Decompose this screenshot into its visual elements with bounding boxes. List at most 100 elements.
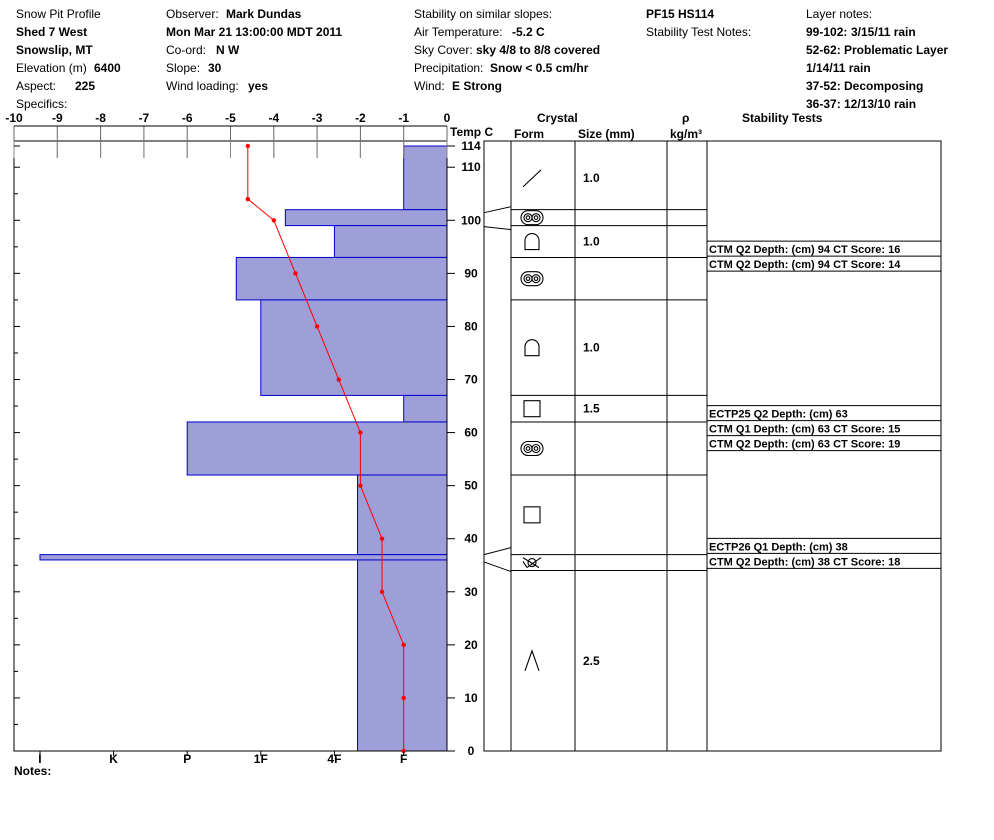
- stability-test-entry: CTM Q1 Depth: (cm) 63 CT Score: 15: [709, 424, 900, 436]
- sky-cover-label: Sky Cover:: [414, 43, 473, 57]
- wind-value: E Strong: [452, 79, 502, 93]
- layer-connector: [483, 561, 512, 573]
- temperature-point: [401, 642, 406, 648]
- hardness-bar: [260, 299, 448, 396]
- layer-note-range: 52-62:: [806, 43, 841, 57]
- profile-title: Snow Pit Profile: [16, 7, 101, 21]
- faceted-icon: [523, 400, 541, 418]
- hardness-bar: [235, 256, 448, 301]
- coord-value: N W: [216, 43, 240, 57]
- layer-note-range: 36-37:: [806, 97, 841, 111]
- decomposing-icon: [522, 169, 542, 188]
- hardness-label: I: [38, 752, 41, 766]
- air-temp-value: -5.2 C: [512, 25, 545, 39]
- symbol-outline: [523, 506, 541, 524]
- crystal-size: 1.0: [583, 341, 600, 355]
- stability-test-entry: CTM Q2 Depth: (cm) 38 CT Score: 18: [709, 556, 900, 568]
- temperature-point: [245, 196, 251, 202]
- temperature-point: [336, 377, 341, 382]
- height-tick-label: 50: [464, 479, 478, 493]
- stability-test-entry: ECTP25 Q2 Depth: (cm) 63: [709, 409, 848, 421]
- stability-test-notes-label: Stability Test Notes:: [646, 25, 752, 39]
- wind-loading-value: yes: [248, 79, 269, 93]
- slope-value: 30: [208, 61, 222, 75]
- layer-connector: [483, 206, 512, 214]
- temperature-profile: [245, 143, 406, 754]
- depth-hoar-icon: [524, 649, 540, 671]
- faceted-rounded-icon: [524, 232, 540, 251]
- density-header: ρ: [682, 111, 690, 125]
- crystal-table-border: [483, 140, 942, 752]
- height-tick-label: 0: [468, 744, 475, 758]
- layer-connector: [483, 547, 512, 556]
- symbol-dot: [533, 215, 539, 220]
- symbol-dot: [525, 446, 531, 451]
- hardness-bar: [403, 394, 448, 423]
- precip-value: Snow < 0.5 cm/hr: [490, 61, 589, 75]
- stability-similar-label: Stability on similar slopes:: [414, 7, 553, 21]
- height-tick-label: 70: [464, 373, 478, 387]
- observation-datetime: Mon Mar 21 13:00:00 MDT 2011: [166, 25, 343, 39]
- melt-freeze-icon: [520, 210, 544, 226]
- hardness-label: F: [400, 752, 407, 766]
- size-header: Size (mm): [578, 127, 635, 141]
- temperature-point: [358, 483, 363, 488]
- precip-label: Precipitation:: [414, 61, 484, 75]
- symbol-dot: [525, 276, 531, 282]
- height-tick-label: 80: [464, 319, 478, 333]
- symbol-circle: [527, 558, 537, 568]
- air-temp-label: Air Temperature:: [414, 25, 503, 39]
- notes-label: Notes:: [14, 764, 52, 778]
- symbol-circle: [531, 443, 541, 454]
- temp-tick-label: -10: [5, 111, 23, 125]
- symbol-outline: [524, 232, 540, 251]
- temperature-point: [314, 324, 320, 329]
- ice-crust-icon: [522, 557, 542, 569]
- slope-label: Slope:: [166, 61, 201, 75]
- axes: -10 -9 -8 -7 -6 -5 -4 -3 -2 -1 0010203040506070809…: [5, 111, 481, 766]
- density-unit: kg/m³: [670, 127, 703, 141]
- temp-axis-label: Temp C: [450, 125, 494, 139]
- hardness-bar: [284, 209, 448, 227]
- stability-test-entry: ECTP26 Q1 Depth: (cm) 38: [709, 541, 848, 553]
- crystal-size: 1.0: [583, 235, 600, 249]
- temp-tick-label: -5: [225, 111, 236, 125]
- crystal-header: Crystal: [537, 111, 578, 125]
- elevation-value: 6400: [94, 61, 121, 75]
- wind-label: Wind:: [414, 79, 445, 93]
- hardness-label: K: [109, 752, 118, 766]
- pf-hs: PF15 HS114: [646, 7, 715, 21]
- aspect-value: 225: [75, 79, 96, 93]
- layer-note-text: Decomposing: [844, 79, 924, 93]
- layer-note-range: 37-52:: [806, 79, 841, 93]
- temp-tick-label: -2: [355, 111, 366, 125]
- location-name: Shed 7 West: [16, 25, 88, 39]
- height-tick-label: 100: [461, 213, 481, 227]
- temp-tick-label: -7: [139, 111, 150, 125]
- symbol-outline: [520, 271, 544, 287]
- temperature-point: [245, 143, 251, 149]
- coord-label: Co-ord:: [166, 43, 207, 57]
- symbol-dot: [525, 215, 531, 220]
- crystal-table: 1.0 1.0 1.0 1.5 2.5: [483, 140, 942, 752]
- hardness-bar: [186, 421, 448, 476]
- stability-test-entry: CTM Q2 Depth: (cm) 94 CT Score: 14: [709, 259, 901, 271]
- temperature-point: [379, 589, 385, 594]
- hardness-bar: [357, 474, 448, 556]
- symbol-stroke: [524, 649, 540, 671]
- temperature-point: [401, 695, 406, 701]
- height-tick-label: 114: [461, 139, 481, 153]
- stability-tests-header: Stability Tests: [742, 111, 823, 125]
- melt-freeze-icon: [520, 440, 544, 457]
- temp-tick-label: -1: [398, 111, 409, 125]
- observer-value: Mark Dundas: [226, 7, 302, 21]
- temperature-point: [358, 430, 363, 435]
- height-tick-label: 40: [464, 532, 478, 546]
- temperature-point: [379, 536, 385, 541]
- symbol-circle: [531, 213, 541, 223]
- height-tick-label: 30: [464, 585, 478, 599]
- height-tick-label: 10: [464, 691, 478, 705]
- stability-test-entry: CTM Q2 Depth: (cm) 94 CT Score: 16: [709, 244, 900, 256]
- temperature-point: [293, 271, 298, 276]
